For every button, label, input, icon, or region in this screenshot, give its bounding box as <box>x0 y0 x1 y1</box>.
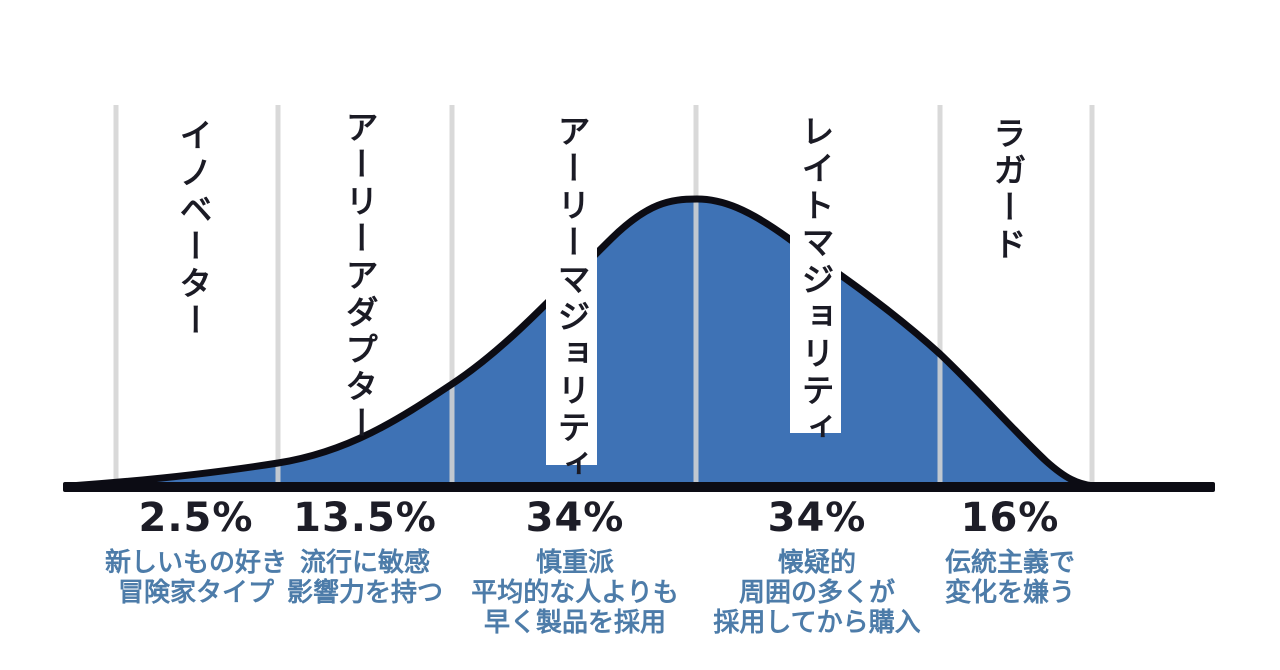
description-label: 慎重派 平均的な人よりも 早く製品を採用 <box>471 548 679 639</box>
percent-label: 34% <box>525 495 625 541</box>
category-label-early-adopters: アーリーアダプター <box>340 110 379 443</box>
divider-line-1 <box>113 105 119 492</box>
segment-divider-lines <box>113 105 1095 492</box>
stat-column-innovators: 2.5% 新しいもの好き 冒険家タイプ <box>56 497 336 608</box>
divider-line-6 <box>1089 105 1095 492</box>
stat-column-early-adopters: 13.5% 流行に敏感 影響力を持つ <box>225 497 505 608</box>
percent-label: 2.5% <box>138 495 254 541</box>
stat-column-late-majority: 34% 懐疑的 周囲の多くが 採用してから購入 <box>677 497 957 638</box>
category-label-innovators: イノベーター <box>174 118 213 340</box>
description-label: 伝統主義で 変化を嫌う <box>944 548 1075 609</box>
divider-line-2 <box>275 105 281 492</box>
description-label: 懐疑的 周囲の多くが 採用してから購入 <box>713 548 921 639</box>
category-label-laggards: ラガード <box>988 116 1027 264</box>
divider-line-3 <box>449 105 455 492</box>
description-label: 流行に敏感 影響力を持つ <box>286 548 443 609</box>
description-label: 新しいもの好き 冒険家タイプ <box>104 548 287 609</box>
divider-line-4 <box>693 105 699 492</box>
category-label-early-majority: アーリーマジョリティ <box>546 108 597 484</box>
percent-label: 16% <box>960 495 1060 541</box>
divider-line-5 <box>937 105 943 492</box>
category-label-late-majority: レイトマジョリティ <box>790 108 841 447</box>
percent-label: 34% <box>767 495 867 541</box>
stat-column-laggards: 16% 伝統主義で 変化を嫌う <box>870 497 1150 608</box>
bell-curve-outline <box>66 195 1097 490</box>
percent-label: 13.5% <box>293 495 437 541</box>
stat-column-early-majority: 34% 慎重派 平均的な人よりも 早く製品を採用 <box>435 497 715 638</box>
